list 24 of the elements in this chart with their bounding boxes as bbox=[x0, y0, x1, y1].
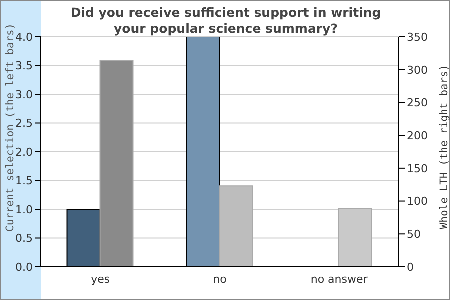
y2-tick-label: 350 bbox=[407, 30, 428, 44]
y-tick-label: 2.5 bbox=[16, 117, 33, 130]
y2-tick-label: 50 bbox=[407, 228, 421, 242]
x-tick-label: no answer bbox=[310, 272, 368, 286]
y-tick-label: 3.5 bbox=[16, 60, 33, 73]
x-tick-label: yes bbox=[91, 272, 110, 286]
y-tick-label: 0.5 bbox=[16, 232, 33, 246]
y-tick-label: 3.0 bbox=[16, 88, 33, 102]
y-tick-label: 1.0 bbox=[16, 203, 33, 216]
y-tick-label: 0.0 bbox=[16, 260, 33, 274]
y2-tick-label: 100 bbox=[407, 195, 428, 208]
y2-tick-label: 150 bbox=[407, 162, 428, 176]
y-tick-label: 2.0 bbox=[16, 146, 33, 159]
y2-axis-title: Whole LTH (the right bars) bbox=[438, 64, 450, 230]
y2-tick-label: 200 bbox=[407, 129, 428, 142]
y-tick-label: 4.0 bbox=[16, 30, 33, 44]
bar bbox=[100, 60, 134, 267]
y2-tick-label: 250 bbox=[407, 96, 428, 110]
y-axis-title: Current selection (the left bars) bbox=[4, 23, 17, 232]
y2-tick-label: 300 bbox=[407, 64, 428, 77]
y2-tick-label: 0 bbox=[407, 260, 414, 274]
chart-title: Did you receive sufficient support in writing your popular science summary? bbox=[70, 5, 382, 37]
x-tick-label: no bbox=[213, 272, 228, 286]
y-tick-label: 1.5 bbox=[16, 174, 33, 188]
